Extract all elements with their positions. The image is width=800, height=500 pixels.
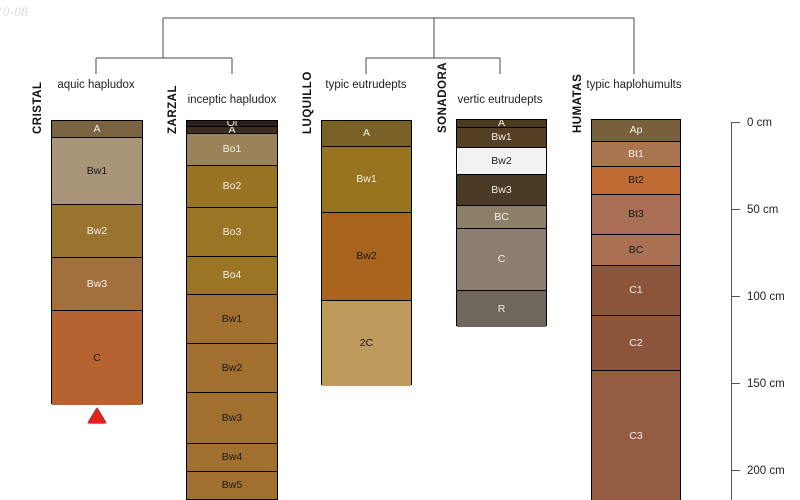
taxon-label-aquic-hapludox: aquic hapludox <box>57 79 135 91</box>
depth-axis-label: 150 cm <box>747 378 785 390</box>
horizon-bw3[interactable]: Bw3 <box>187 393 277 444</box>
depth-axis-label: 0 cm <box>747 117 772 129</box>
horizon-r[interactable]: R <box>457 291 546 327</box>
depth-axis-tick <box>731 383 740 385</box>
horizon-a[interactable]: A <box>322 121 411 147</box>
horizon-bw2[interactable]: Bw2 <box>187 344 277 393</box>
horizon-bw2[interactable]: Bw2 <box>322 213 411 301</box>
profile-column-luquillo[interactable]: A Bw1 Bw2 2C <box>321 120 412 386</box>
profile-column-cristal[interactable]: A Bw1 Bw2 Bw3 C <box>51 120 143 405</box>
depth-axis-tick <box>731 209 740 211</box>
depth-axis-label: 200 cm <box>747 465 785 477</box>
depth-axis-label: 50 cm <box>747 204 779 216</box>
dendrogram <box>95 17 635 74</box>
taxon-label-vertic-eutrudepts: vertic eutrudepts <box>457 94 543 106</box>
profile-marker-triangle <box>88 408 106 423</box>
horizon-bw2[interactable]: Bw2 <box>52 205 142 258</box>
depth-axis-tick <box>731 470 740 472</box>
profile-column-zarzal[interactable]: Oi A Bo1 Bo2 Bo3 Bo4 Bw1 Bw2 Bw3 Bw4 Bw5 <box>186 120 278 500</box>
depth-axis-tick <box>731 296 740 298</box>
profile-column-humatas[interactable]: Ap Bt1 Bt2 Bt3 BC C1 C2 C3 <box>591 119 681 500</box>
profile-column-sonadora[interactable]: A Bw1 Bw2 Bw3 BC C R <box>456 119 547 327</box>
horizon-c[interactable]: C <box>457 229 546 291</box>
taxon-label-typic-eutrudepts: typic eutrudepts <box>325 79 407 91</box>
depth-axis-label: 100 cm <box>747 291 785 303</box>
depth-axis-tick <box>731 122 740 124</box>
depth-axis-line <box>731 122 733 500</box>
taxon-label-typic-haplohumults: typic haplohumults <box>586 79 682 91</box>
horizon-bo2[interactable]: Bo2 <box>187 166 277 208</box>
horizon-bw2[interactable]: Bw2 <box>457 148 546 175</box>
taxon-label-inceptic-hapludox: inceptic hapludox <box>187 94 277 106</box>
watermark-text: 10-08 <box>0 4 29 19</box>
